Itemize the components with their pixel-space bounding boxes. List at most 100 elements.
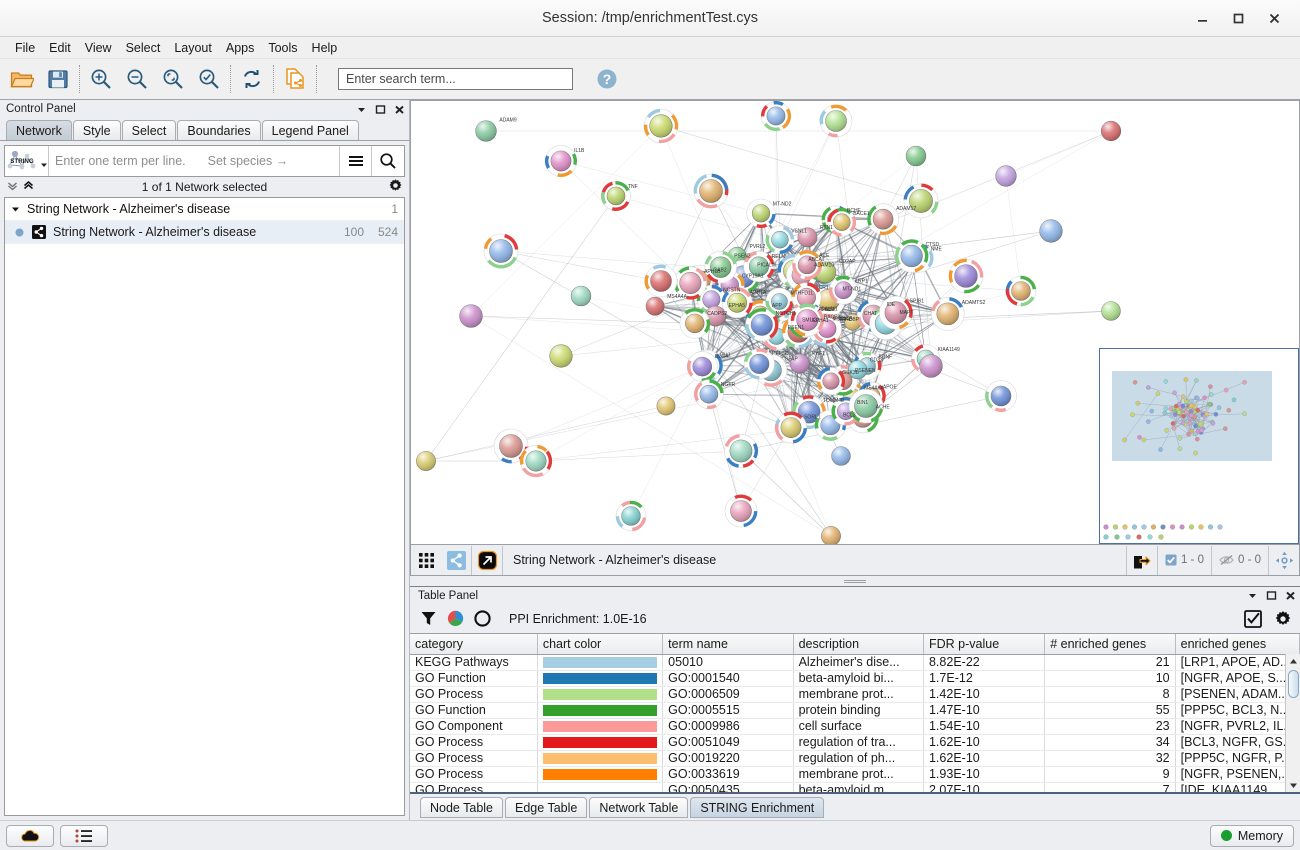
network-node[interactable]	[919, 354, 943, 378]
table-vertical-scrollbar[interactable]	[1285, 654, 1300, 792]
network-node[interactable]	[679, 308, 711, 339]
network-node[interactable]	[643, 108, 679, 144]
menu-select[interactable]: Select	[125, 40, 161, 55]
network-node[interactable]	[545, 145, 577, 177]
share-network-icon[interactable]	[441, 546, 471, 575]
chevron-down-icon[interactable]	[356, 104, 367, 115]
col-term-name[interactable]: term name	[662, 634, 794, 655]
network-node[interactable]	[693, 173, 729, 209]
tab-edge-table[interactable]: Edge Table	[505, 797, 588, 818]
hamburger-icon[interactable]	[340, 146, 372, 176]
set-species-link[interactable]: Set species →	[207, 154, 289, 168]
enrichment-table-body[interactable]: KEGG Pathways 05010 Alzheimer's dise... 8.8…	[410, 654, 1300, 792]
export-network-icon[interactable]	[277, 62, 313, 96]
network-node[interactable]	[827, 207, 857, 237]
network-node[interactable]	[821, 526, 841, 544]
network-node[interactable]	[743, 251, 775, 283]
help-icon[interactable]: ?	[589, 62, 625, 96]
search-icon[interactable]	[372, 146, 404, 176]
funnel-icon[interactable]	[420, 610, 437, 627]
table-row[interactable]: GO Process GO:0033619 membrane prot... 1.93…	[410, 766, 1300, 783]
zoom-in-icon[interactable]	[83, 62, 119, 96]
network-node[interactable]	[694, 379, 724, 410]
network-node[interactable]	[493, 428, 529, 464]
network-node[interactable]	[789, 353, 810, 374]
string-logo-icon[interactable]: STRING	[5, 146, 49, 176]
enrichment-table[interactable]: category chart color term name descripti…	[410, 634, 1300, 792]
network-node[interactable]	[903, 183, 939, 219]
network-node[interactable]	[879, 295, 913, 330]
network-node[interactable]	[724, 494, 758, 528]
network-node[interactable]	[1100, 120, 1122, 142]
network-item-row[interactable]: String Network - Alzheimer's disease 100…	[5, 221, 404, 244]
network-node[interactable]	[721, 287, 753, 319]
network-node[interactable]	[790, 303, 824, 337]
network-node[interactable]	[792, 250, 822, 280]
network-node[interactable]	[765, 225, 795, 255]
tab-node-table[interactable]: Node Table	[420, 797, 504, 818]
close-panel-icon[interactable]	[394, 104, 405, 115]
network-node[interactable]	[1005, 275, 1037, 307]
grid-layout-icon[interactable]	[411, 546, 441, 575]
tab-string-enrichment[interactable]: STRING Enrichment	[690, 797, 825, 818]
zoom-fit-network-icon[interactable]	[155, 62, 191, 96]
network-node[interactable]	[549, 344, 573, 368]
table-row[interactable]: GO Process GO:0019220 regulation of ph... 1…	[410, 750, 1300, 767]
network-node[interactable]	[985, 380, 1017, 412]
table-row[interactable]: GO Function GO:0001540 beta-amyloid bi... 1…	[410, 670, 1300, 687]
network-node[interactable]	[844, 313, 862, 331]
export-image-icon[interactable]	[1127, 546, 1157, 575]
network-node[interactable]	[745, 308, 779, 342]
memory-button[interactable]: Memory	[1209, 824, 1294, 847]
pie-chart-icon[interactable]	[447, 610, 464, 627]
network-node[interactable]	[656, 396, 676, 416]
network-node[interactable]	[791, 282, 822, 313]
network-node[interactable]	[724, 434, 758, 468]
scroll-down-icon[interactable]	[1289, 778, 1298, 792]
menu-tools[interactable]: Tools	[268, 40, 298, 55]
menu-help[interactable]: Help	[311, 40, 338, 55]
gear-icon[interactable]	[388, 178, 403, 196]
network-node[interactable]	[848, 388, 884, 424]
network-list[interactable]: String Network - Alzheimer's disease 1	[4, 197, 405, 816]
menu-file[interactable]: File	[15, 40, 36, 55]
network-node[interactable]	[765, 287, 794, 316]
network-node[interactable]	[601, 181, 631, 211]
table-row[interactable]: GO Process GO:0051049 regulation of tra...…	[410, 734, 1300, 751]
collapse-all-icon[interactable]	[6, 179, 19, 195]
network-node[interactable]	[615, 500, 647, 532]
network-node[interactable]	[673, 266, 707, 300]
selected-nodes-indicator[interactable]: 1 - 0	[1158, 554, 1211, 566]
open-session-icon[interactable]	[4, 62, 40, 96]
refresh-icon[interactable]	[234, 62, 270, 96]
network-node[interactable]	[867, 203, 899, 236]
network-node[interactable]	[995, 165, 1017, 187]
network-node[interactable]	[1039, 219, 1063, 243]
menu-edit[interactable]: Edit	[49, 40, 71, 55]
tab-network[interactable]: Network	[6, 120, 72, 140]
network-node[interactable]	[645, 296, 665, 316]
network-node[interactable]	[895, 239, 929, 273]
table-row[interactable]: GO Process GO:0006509 membrane prot... 1.42…	[410, 686, 1300, 703]
tab-legend-panel[interactable]: Legend Panel	[261, 120, 359, 140]
minimize-icon[interactable]	[1184, 3, 1220, 33]
string-search-input[interactable]: Enter one term per line. Set species →	[49, 146, 340, 176]
scrollbar-thumb[interactable]	[1287, 670, 1299, 699]
maximize-icon[interactable]	[1220, 3, 1256, 33]
table-row[interactable]: KEGG Pathways 05010 Alzheimer's dise... 8.8…	[410, 654, 1300, 671]
network-node[interactable]	[948, 258, 984, 294]
network-node[interactable]	[416, 451, 436, 471]
network-node[interactable]	[570, 285, 592, 307]
tab-boundaries[interactable]: Boundaries	[177, 120, 261, 140]
network-node[interactable]	[644, 264, 678, 298]
network-node[interactable]	[848, 360, 868, 380]
donut-chart-icon[interactable]	[474, 610, 491, 627]
float-panel-icon[interactable]	[375, 104, 386, 115]
network-node[interactable]	[459, 304, 483, 328]
col-enriched-count[interactable]: # enriched genes	[1044, 634, 1176, 655]
col-chart-color[interactable]: chart color	[537, 634, 664, 655]
network-node[interactable]	[743, 348, 775, 380]
network-node[interactable]	[483, 233, 519, 269]
network-graph[interactable]: MT-ND2 MT-ND1 VSNL1 GAB2 RTN1 ADAMTS2 PVRL2 SMU…	[411, 101, 1299, 544]
col-fdr-pvalue[interactable]: FDR p-value	[923, 634, 1046, 655]
